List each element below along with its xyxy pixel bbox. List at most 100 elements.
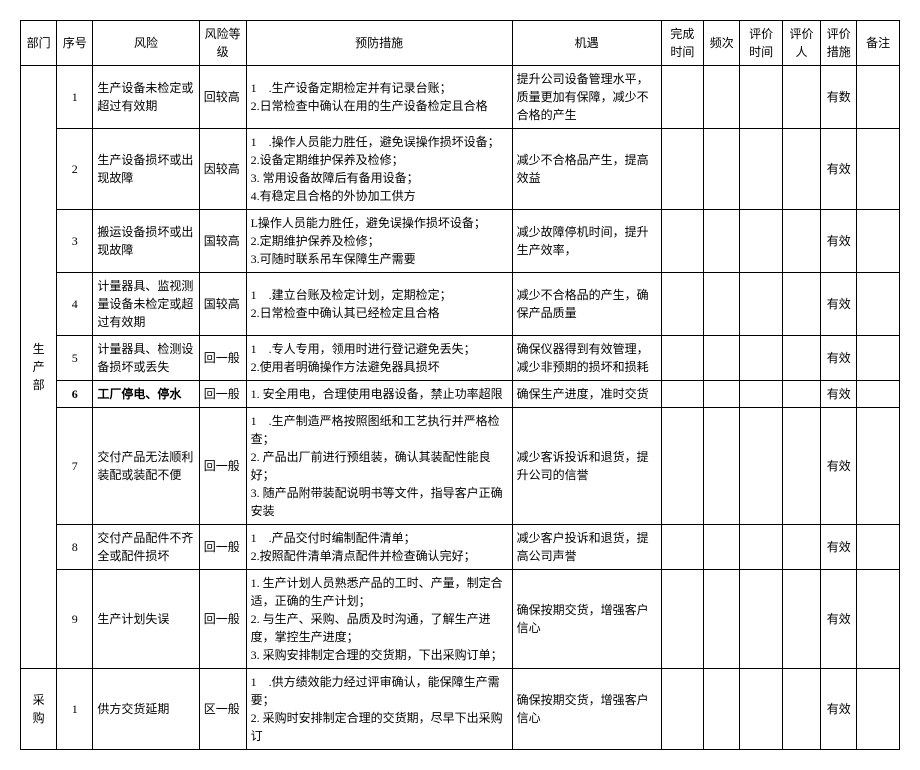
evalp-cell bbox=[782, 669, 820, 750]
evalp-cell bbox=[782, 525, 820, 570]
level-cell: 国较高 bbox=[199, 273, 246, 336]
table-row: 生产部1生产设备未检定或超过有效期回较高1 .生产设备定期检定并有记录台账； 2… bbox=[21, 66, 900, 129]
opp-cell: 提升公司设备管理水平，质量更加有保障，减少不合格的产生 bbox=[512, 66, 661, 129]
risk-cell: 工厂停电、停水 bbox=[93, 381, 199, 408]
opp-cell: 减少不合格品产生，提高效益 bbox=[512, 129, 661, 210]
evalt-cell bbox=[740, 408, 783, 525]
evalt-cell bbox=[740, 273, 783, 336]
evalt-cell bbox=[740, 570, 783, 669]
done-cell bbox=[661, 210, 704, 273]
opp-cell: 减少不合格品的产生，确保产品质量 bbox=[512, 273, 661, 336]
freq-cell bbox=[704, 336, 740, 381]
level-cell: 回一般 bbox=[199, 570, 246, 669]
opp-cell: 确保仪器得到有效管理，减少非预期的损坏和损耗 bbox=[512, 336, 661, 381]
th-risk: 风险 bbox=[93, 21, 199, 66]
th-note: 备注 bbox=[857, 21, 900, 66]
level-cell: 区一般 bbox=[199, 669, 246, 750]
done-cell bbox=[661, 525, 704, 570]
risk-cell: 生产设备未检定或超过有效期 bbox=[93, 66, 199, 129]
opp-cell: 减少客户投诉和退货，提高公司声誉 bbox=[512, 525, 661, 570]
risk-cell: 生产计划失误 bbox=[93, 570, 199, 669]
table-row: 7交付产品无法顺利装配或装配不便回一般1 .生产制造严格按照图纸和工艺执行并严格… bbox=[21, 408, 900, 525]
risk-cell: 供方交货延期 bbox=[93, 669, 199, 750]
level-cell: 因较高 bbox=[199, 129, 246, 210]
opp-cell: 减少故障停机时间，提升生产效率， bbox=[512, 210, 661, 273]
risk-cell: 计量器具、监视测量设备未检定或超过有效期 bbox=[93, 273, 199, 336]
prev-cell: 1 .供方绩效能力经过评审确认，能保障生产需要； 2. 采购时安排制定合理的交货… bbox=[246, 669, 512, 750]
level-cell: 回一般 bbox=[199, 336, 246, 381]
note-cell bbox=[857, 129, 900, 210]
freq-cell bbox=[704, 669, 740, 750]
evalt-cell bbox=[740, 669, 783, 750]
evalp-cell bbox=[782, 381, 820, 408]
table-row: 2生产设备损坏或出现故障因较高1 .操作人员能力胜任，避免误操作损坏设备； 2.… bbox=[21, 129, 900, 210]
note-cell bbox=[857, 381, 900, 408]
prev-cell: 1 .生产设备定期检定并有记录台账； 2.日常检查中确认在用的生产设备检定且合格 bbox=[246, 66, 512, 129]
seq-cell: 3 bbox=[57, 210, 93, 273]
th-dept: 部门 bbox=[21, 21, 57, 66]
freq-cell bbox=[704, 210, 740, 273]
level-cell: 回一般 bbox=[199, 381, 246, 408]
done-cell bbox=[661, 336, 704, 381]
done-cell bbox=[661, 381, 704, 408]
th-evalm: 评价措施 bbox=[821, 21, 857, 66]
level-cell: 回一般 bbox=[199, 408, 246, 525]
risk-cell: 搬运设备损坏或出现故障 bbox=[93, 210, 199, 273]
evalm-cell: 有效 bbox=[821, 210, 857, 273]
evalm-cell: 有效 bbox=[821, 669, 857, 750]
evalt-cell bbox=[740, 129, 783, 210]
prev-cell: 1 .建立台账及检定计划，定期检定； 2.日常检查中确认其已经检定且合格 bbox=[246, 273, 512, 336]
th-freq: 频次 bbox=[704, 21, 740, 66]
freq-cell bbox=[704, 273, 740, 336]
seq-cell: 7 bbox=[57, 408, 93, 525]
evalt-cell bbox=[740, 336, 783, 381]
table-body: 生产部1生产设备未检定或超过有效期回较高1 .生产设备定期检定并有记录台账； 2… bbox=[21, 66, 900, 750]
table-row: 6工厂停电、停水回一般1. 安全用电，合理使用电器设备，禁止功率超限确保生产进度… bbox=[21, 381, 900, 408]
evalp-cell bbox=[782, 408, 820, 525]
risk-cell: 生产设备损坏或出现故障 bbox=[93, 129, 199, 210]
risk-cell: 交付产品无法顺利装配或装配不便 bbox=[93, 408, 199, 525]
th-done: 完成时间 bbox=[661, 21, 704, 66]
done-cell bbox=[661, 129, 704, 210]
level-cell: 回一般 bbox=[199, 525, 246, 570]
freq-cell bbox=[704, 408, 740, 525]
evalm-cell: 有效 bbox=[821, 129, 857, 210]
seq-cell: 5 bbox=[57, 336, 93, 381]
evalp-cell bbox=[782, 129, 820, 210]
table-row: 3搬运设备损坏或出现故障国较高L操作人员能力胜任，避免误操作损坏设备； 2.定期… bbox=[21, 210, 900, 273]
seq-cell: 2 bbox=[57, 129, 93, 210]
risk-cell: 交付产品配件不齐全或配件损坏 bbox=[93, 525, 199, 570]
freq-cell bbox=[704, 381, 740, 408]
done-cell bbox=[661, 273, 704, 336]
header-row: 部门 序号 风险 风险等级 预防措施 机遇 完成时间 频次 评价时间 评价人 评… bbox=[21, 21, 900, 66]
note-cell bbox=[857, 210, 900, 273]
prev-cell: 1. 生产计划人员熟悉产品的工时、产量，制定合适，正确的生产计划； 2. 与生产… bbox=[246, 570, 512, 669]
evalp-cell bbox=[782, 336, 820, 381]
evalt-cell bbox=[740, 66, 783, 129]
done-cell bbox=[661, 669, 704, 750]
note-cell bbox=[857, 66, 900, 129]
table-row: 4计量器具、监视测量设备未检定或超过有效期国较高1 .建立台账及检定计划，定期检… bbox=[21, 273, 900, 336]
prev-cell: 1 .操作人员能力胜任，避免误操作损坏设备； 2.设备定期维护保养及检修； 3.… bbox=[246, 129, 512, 210]
prev-cell: 1 .专人专用，领用时进行登记避免丢失； 2.使用者明确操作方法避免器具损坏 bbox=[246, 336, 512, 381]
freq-cell bbox=[704, 570, 740, 669]
table-row: 5计量器具、检测设备损坏或丢失回一般1 .专人专用，领用时进行登记避免丢失； 2… bbox=[21, 336, 900, 381]
evalt-cell bbox=[740, 210, 783, 273]
th-evalp: 评价人 bbox=[782, 21, 820, 66]
evalm-cell: 有效 bbox=[821, 381, 857, 408]
evalt-cell bbox=[740, 381, 783, 408]
evalp-cell bbox=[782, 273, 820, 336]
evalm-cell: 有效 bbox=[821, 408, 857, 525]
note-cell bbox=[857, 273, 900, 336]
freq-cell bbox=[704, 66, 740, 129]
level-cell: 国较高 bbox=[199, 210, 246, 273]
evalt-cell bbox=[740, 525, 783, 570]
risk-table: 部门 序号 风险 风险等级 预防措施 机遇 完成时间 频次 评价时间 评价人 评… bbox=[20, 20, 900, 750]
evalp-cell bbox=[782, 66, 820, 129]
th-evalt: 评价时间 bbox=[740, 21, 783, 66]
opp-cell: 确保生产进度，准时交货 bbox=[512, 381, 661, 408]
note-cell bbox=[857, 669, 900, 750]
th-seq: 序号 bbox=[57, 21, 93, 66]
seq-cell: 9 bbox=[57, 570, 93, 669]
evalm-cell: 有效 bbox=[821, 525, 857, 570]
